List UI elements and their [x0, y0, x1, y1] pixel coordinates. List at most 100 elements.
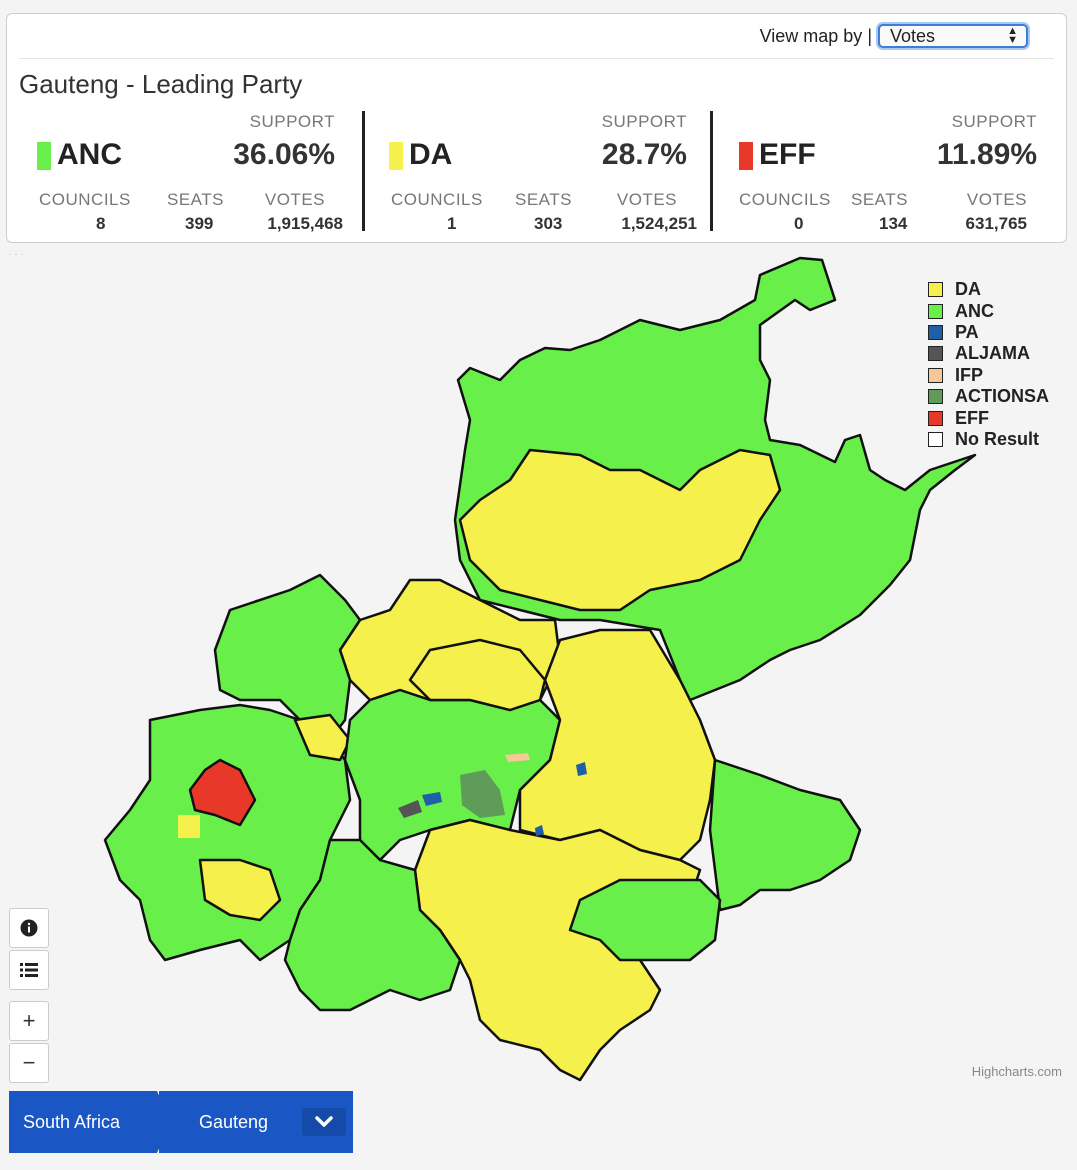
legend-swatch [928, 367, 943, 383]
results-summary-card: View map by | Votes ▲ ▼ Gauteng - Leading… [6, 13, 1067, 243]
legend-swatch [928, 282, 943, 298]
map-region [708, 758, 862, 912]
votes-label: VOTES [264, 190, 325, 209]
seats-label: SEATS [851, 190, 908, 209]
info-button[interactable] [9, 908, 49, 948]
seats-label: SEATS [515, 190, 572, 209]
map-region [408, 638, 547, 712]
party-summary-eff: EFF SUPPORT 11.89% COUNCILS SEATS VOTES … [717, 112, 1047, 237]
councils-label: COUNCILS [39, 190, 131, 209]
minus-icon: − [22, 1050, 36, 1075]
votes-value: 1,524,251 [621, 214, 697, 233]
map-region [398, 800, 422, 818]
plus-icon: + [22, 1008, 36, 1033]
legend-item[interactable]: ANC [928, 300, 1049, 321]
councils-value: 1 [447, 214, 457, 233]
legend-swatch [928, 303, 943, 319]
legend-swatch [928, 389, 943, 405]
legend-swatch [928, 410, 943, 426]
party-name: EFF [759, 138, 816, 171]
party-separator [710, 111, 713, 231]
info-icon [20, 919, 38, 937]
header-divider [19, 58, 1054, 59]
region-dropdown-button[interactable] [302, 1108, 346, 1136]
map-region [198, 858, 282, 922]
party-summary-da: DA SUPPORT 28.7% COUNCILS SEATS VOTES 1 … [367, 112, 697, 237]
party-name: DA [409, 138, 453, 171]
ellipsis-indicator: ··· [8, 249, 27, 260]
list-view-button[interactable] [9, 950, 49, 990]
map-region [178, 815, 200, 838]
seats-value: 303 [534, 214, 563, 233]
breadcrumb-item-south-africa[interactable]: South Africa [9, 1091, 169, 1153]
legend-label: EFF [955, 407, 989, 428]
councils-label: COUNCILS [391, 190, 483, 209]
gauteng-results-map[interactable] [0, 250, 1077, 1090]
map-region [568, 878, 722, 962]
chevron-down-icon [315, 1116, 333, 1127]
legend-label: ACTIONSA [955, 386, 1049, 407]
legend-label: No Result [955, 428, 1040, 449]
seats-value: 399 [185, 214, 214, 233]
seats-value: 134 [879, 214, 908, 233]
votes-value: 1,915,468 [267, 214, 343, 233]
map-region [576, 762, 587, 776]
votes-label: VOTES [616, 190, 677, 209]
legend-item[interactable]: IFP [928, 365, 1049, 386]
councils-value: 0 [794, 214, 804, 233]
map-region [458, 448, 782, 612]
map-legend: DA ANC PA ALJAMA IFP ACTIONSA EFF No Res… [928, 279, 1049, 450]
support-label: SUPPORT [249, 112, 335, 131]
support-label: SUPPORT [951, 112, 1037, 131]
legend-label: DA [955, 279, 981, 300]
map-region [460, 770, 505, 818]
seats-label: SEATS [167, 190, 224, 209]
party-summary-anc: ANC SUPPORT 36.06% COUNCILS SEATS VOTES … [15, 112, 345, 237]
map-region [505, 753, 530, 762]
list-icon [20, 963, 38, 977]
legend-item[interactable]: ALJAMA [928, 343, 1049, 364]
breadcrumb-label: South Africa [23, 1111, 121, 1132]
legend-item[interactable]: ACTIONSA [928, 386, 1049, 407]
party-color-swatch [37, 142, 51, 170]
councils-value: 8 [96, 214, 106, 233]
councils-label: COUNCILS [739, 190, 831, 209]
view-by-control: View map by | Votes ▲ ▼ [760, 24, 1028, 48]
map-region [535, 825, 544, 836]
select-arrows-icon: ▲ ▼ [1007, 25, 1018, 46]
breadcrumb: South Africa Gauteng [9, 1091, 353, 1153]
legend-item[interactable]: No Result [928, 429, 1049, 450]
support-value: 36.06% [233, 138, 335, 171]
party-color-swatch [739, 142, 753, 170]
view-by-label: View map by | [759, 25, 872, 46]
zoom-in-button[interactable]: + [9, 1001, 49, 1041]
legend-label: ANC [955, 300, 994, 321]
view-by-select[interactable]: Votes ▲ ▼ [878, 24, 1028, 48]
votes-label: VOTES [966, 190, 1027, 209]
support-value: 11.89% [936, 138, 1037, 171]
legend-label: ALJAMA [955, 343, 1030, 364]
support-label: SUPPORT [601, 112, 687, 131]
legend-item[interactable]: PA [928, 322, 1049, 343]
map-region [188, 758, 257, 827]
map-region [213, 573, 362, 742]
legend-swatch [928, 324, 943, 340]
highcharts-credit-link[interactable]: Highcharts.com [971, 1064, 1062, 1079]
map-region [283, 838, 462, 1012]
legend-item[interactable]: DA [928, 279, 1049, 300]
party-separator [362, 111, 365, 231]
map-region [422, 792, 442, 806]
page-title: Gauteng - Leading Party [19, 69, 303, 99]
legend-swatch [928, 346, 943, 362]
party-color-swatch [389, 142, 403, 170]
legend-item[interactable]: EFF [928, 407, 1049, 428]
breadcrumb-label: Gauteng [199, 1111, 269, 1132]
legend-swatch [928, 431, 943, 447]
view-by-selected-value: Votes [890, 25, 936, 46]
legend-label: IFP [955, 364, 984, 385]
party-name: ANC [57, 138, 122, 171]
legend-label: PA [955, 321, 979, 342]
votes-value: 631,765 [965, 214, 1027, 233]
zoom-out-button[interactable]: − [9, 1043, 49, 1083]
support-value: 28.7% [601, 138, 687, 171]
